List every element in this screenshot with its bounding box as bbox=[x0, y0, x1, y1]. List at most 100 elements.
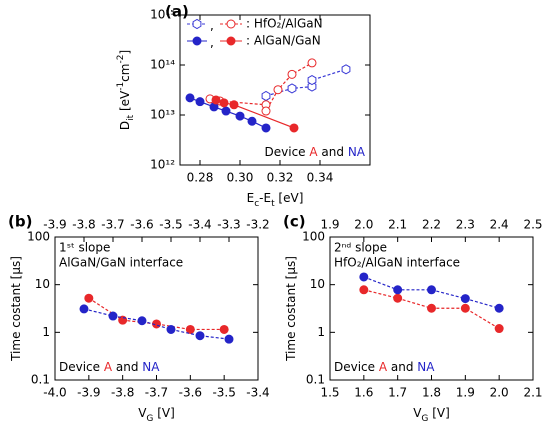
y-axis-label-part: Time costant [μs] bbox=[9, 256, 23, 362]
panel-label: (b) bbox=[8, 213, 32, 231]
x-axis-label-part: G bbox=[421, 414, 428, 424]
x-axis-label-part: E bbox=[247, 191, 255, 205]
y-axis-label: Time costant [μs] bbox=[284, 256, 298, 362]
x2-tick-label: 2.1 bbox=[388, 218, 407, 232]
x2-tick-label: -3.2 bbox=[246, 218, 269, 232]
x2-tick-label: -3.8 bbox=[72, 218, 95, 232]
data-point bbox=[224, 334, 234, 344]
y-axis-label-part: Time costant [μs] bbox=[284, 256, 298, 362]
x2-tick-label: -3.6 bbox=[130, 218, 153, 232]
y-tick-label: 10¹³ bbox=[150, 108, 175, 122]
y-axis-label-part: ] bbox=[118, 50, 132, 55]
x-axis-label: VG [V] bbox=[413, 406, 450, 424]
legend-label: : AlGaN/GaN bbox=[246, 34, 321, 48]
y-axis-label-part: D bbox=[118, 121, 132, 130]
data-point bbox=[247, 116, 257, 126]
x-tick-label: 1.8 bbox=[422, 386, 441, 400]
data-point bbox=[287, 69, 297, 79]
data-point bbox=[359, 272, 369, 282]
x-tick-label: -3.9 bbox=[77, 386, 100, 400]
y-axis-label: Time costant [μs] bbox=[9, 256, 23, 362]
x2-tick-label: 2.0 bbox=[354, 218, 373, 232]
x-tick-label: 0.32 bbox=[267, 171, 294, 185]
x-tick-label: 1.7 bbox=[388, 386, 407, 400]
y-tick-label: 100 bbox=[27, 230, 50, 244]
data-point bbox=[494, 324, 504, 334]
annotation: Device A and NA bbox=[265, 145, 366, 159]
legend-marker bbox=[192, 36, 202, 46]
data-point bbox=[427, 285, 436, 295]
panel-label: (c) bbox=[283, 213, 306, 231]
x-tick-label: -3.5 bbox=[212, 386, 235, 400]
annotation-part: NA bbox=[142, 360, 160, 374]
x2-tick-label: -3.5 bbox=[159, 218, 182, 232]
x2-tick-label: 2.4 bbox=[490, 218, 509, 232]
annotation-part: and bbox=[318, 145, 348, 159]
x2-tick-label: -3.4 bbox=[188, 218, 211, 232]
note: 1ˢᵗ slope bbox=[59, 241, 110, 255]
data-point bbox=[195, 331, 205, 341]
annotation-part: Device bbox=[59, 360, 104, 374]
data-point bbox=[494, 303, 504, 313]
annotation-part: A bbox=[309, 145, 318, 159]
y-tick-label: 0.1 bbox=[31, 373, 50, 387]
y-axis-label-part: it bbox=[126, 114, 136, 121]
y-tick-label: 1 bbox=[317, 325, 325, 339]
x2-tick-label: -3.9 bbox=[43, 218, 66, 232]
data-point bbox=[166, 324, 176, 334]
data-point bbox=[229, 100, 239, 110]
y-axis-label-part: -1 bbox=[116, 82, 126, 91]
x-tick-label: 1.5 bbox=[320, 386, 339, 400]
y-tick-label: 1 bbox=[42, 325, 50, 339]
data-point bbox=[359, 285, 369, 295]
data-point bbox=[79, 304, 89, 314]
x2-tick-label: -3.7 bbox=[101, 218, 124, 232]
data-point bbox=[219, 98, 229, 108]
x-axis-label: VG [V] bbox=[138, 406, 175, 424]
data-point bbox=[307, 81, 317, 92]
annotation-part: A bbox=[104, 360, 113, 374]
annotation-part: NA bbox=[348, 145, 366, 159]
data-point bbox=[108, 311, 118, 321]
data-point bbox=[460, 294, 470, 304]
x-axis-label-part: t bbox=[271, 199, 275, 209]
note: HfO₂/AlGaN interface bbox=[334, 256, 460, 270]
panel-label: (a) bbox=[165, 3, 189, 21]
data-point bbox=[137, 316, 147, 326]
y-tick-label: 0.1 bbox=[306, 373, 325, 387]
x-axis-label-part: [V] bbox=[153, 406, 174, 420]
data-point bbox=[185, 93, 195, 103]
x-tick-label: -3.4 bbox=[246, 386, 269, 400]
data-point bbox=[287, 83, 297, 94]
x2-tick-label: 2.5 bbox=[523, 218, 542, 232]
legend-separator: , bbox=[210, 36, 214, 50]
legend-separator: , bbox=[210, 19, 214, 33]
note: 2ⁿᵈ slope bbox=[334, 241, 387, 255]
annotation-part: A bbox=[379, 360, 388, 374]
x-tick-label: 0.34 bbox=[307, 171, 334, 185]
x-tick-label: 0.28 bbox=[187, 171, 214, 185]
x-tick-label: 0.30 bbox=[227, 171, 254, 185]
x-tick-label: 2.0 bbox=[490, 386, 509, 400]
annotation-part: NA bbox=[417, 360, 435, 374]
legend-marker bbox=[226, 36, 236, 46]
data-point bbox=[219, 324, 229, 334]
data-point bbox=[195, 97, 205, 107]
data-point bbox=[235, 111, 245, 121]
x2-tick-label: 1.9 bbox=[320, 218, 339, 232]
x2-tick-label: -3.3 bbox=[217, 218, 240, 232]
y-tick-label: 10 bbox=[310, 277, 325, 291]
data-point bbox=[427, 303, 436, 313]
x-tick-label: 2.1 bbox=[523, 386, 542, 400]
annotation-part: and bbox=[112, 360, 142, 374]
data-point bbox=[393, 285, 403, 295]
y-tick-label: 100 bbox=[302, 230, 325, 244]
data-point bbox=[289, 123, 299, 133]
data-point bbox=[185, 324, 195, 334]
annotation-part: Device bbox=[334, 360, 379, 374]
data-point bbox=[211, 95, 221, 105]
x-axis-label-part: -E bbox=[259, 191, 271, 205]
y-axis-label-part: -2 bbox=[116, 55, 126, 64]
y-tick-label: 10¹⁴ bbox=[150, 58, 175, 72]
